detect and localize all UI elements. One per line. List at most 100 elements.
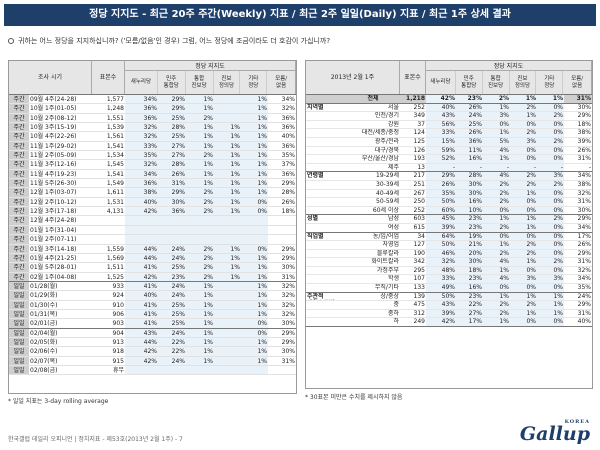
row-saenuri: 15% [426, 137, 456, 146]
row-other: 0% [537, 284, 564, 292]
row-period: 01/29(화) [30, 292, 58, 300]
row-other: - [537, 163, 564, 172]
row-none: 34% [577, 223, 591, 231]
row-other: 0% [537, 241, 564, 249]
row-other: 2% [537, 180, 564, 189]
row-category [307, 275, 347, 283]
row-subgroup: 남성 [387, 215, 399, 223]
row-sample-size: 37 [417, 120, 425, 128]
row-sample-size: 124 [413, 129, 425, 137]
row-tonghap: 1% [186, 123, 214, 132]
row-type: 일일 [9, 309, 29, 319]
row-period: 02/04(월) [30, 329, 58, 337]
row-tonghap: 0% [483, 284, 510, 292]
row-saenuri: 36% [125, 113, 158, 123]
row-tonghap: 1% [186, 319, 214, 328]
row-saenuri: 26% [426, 180, 456, 189]
row-saenuri: 36% [125, 104, 158, 113]
row-minju: 11% [456, 146, 483, 155]
row-tonghap [186, 365, 214, 375]
row-sample-size: 913 [112, 338, 124, 346]
row-none: 17% [577, 232, 591, 240]
row-saenuri: 44% [125, 337, 158, 347]
row-minju: 27% [158, 151, 186, 160]
table-row: 블루칼라 190 46% 20% 2% 2% 0% 29% [306, 249, 592, 259]
row-saenuri: 40% [426, 103, 456, 112]
row-minju: 23% [456, 215, 483, 223]
row-label: 30-39세 [306, 181, 400, 189]
row-sample-size: 1,218 [406, 95, 425, 102]
row-other: 0% [537, 223, 564, 232]
row-tonghap: 1% [186, 281, 214, 291]
table-row: 주간 12월 1주(03-07) 1,611 38% 29% 2% 1% 1% 28% [9, 188, 296, 198]
row-none: 31% [577, 258, 591, 266]
row-category [307, 250, 347, 258]
row-sample-size: 1,545 [106, 161, 124, 169]
row-other: 3% [537, 275, 564, 284]
row-saenuri: 42% [125, 347, 158, 356]
row-tonghap: 1% [186, 95, 214, 104]
row-other: 0% [241, 319, 268, 328]
row-category: 직업별 [307, 232, 324, 240]
row-none: 38% [577, 180, 591, 188]
row-type: 일일 [9, 291, 29, 300]
row-sample-size: 34 [417, 232, 425, 240]
row-other: 0% [537, 249, 564, 258]
row-label: 인천/경기 [306, 112, 400, 120]
row-subgroup: 강원 [387, 120, 399, 128]
row-sample-size: 1,549 [106, 180, 124, 188]
row-category: 성별 [307, 215, 319, 223]
row-jeongui: 1% [510, 223, 537, 232]
row-none: 32% [281, 282, 295, 290]
row-saenuri: 33% [426, 275, 456, 284]
left-table-header: 조사 시기 표본수 정당 지지도 새누리당 민주 통합당 통합 진보당 진보 정의당 기… [9, 61, 296, 95]
row-other: 1% [241, 281, 268, 291]
row-other: 1% [537, 292, 564, 301]
row-tonghap: 1% [483, 155, 510, 163]
row-type: 주간 [9, 244, 29, 253]
row-minju: 24% [158, 244, 186, 253]
row-label: 중하 [306, 310, 400, 318]
row-saenuri: 48% [426, 266, 456, 275]
row-saenuri: 32% [426, 258, 456, 266]
header-party-3: 진보 정의당 [510, 71, 537, 94]
row-tonghap: - [483, 163, 510, 172]
row-subgroup: 자영업 [382, 241, 399, 249]
row-tonghap: 1% [186, 347, 214, 356]
table-row: 60세 이상 252 60% 10% 0% 0% 0% 30% [306, 206, 592, 216]
row-sample-size: 250 [413, 198, 425, 206]
row-jeongui: 1% [214, 132, 241, 141]
row-period: 02/08(금) [30, 366, 58, 374]
row-saenuri [125, 235, 158, 244]
row-label: 하 [306, 318, 400, 326]
table-row: 주간 12월 2주(10-12) 1,531 40% 30% 2% 1% 0% 26% [9, 197, 296, 208]
row-subgroup: 전체 [367, 95, 379, 102]
detail-table: 2013년 2월 1주 표본수 정당 지지도 새누리당 민주 통합당 통합 진보당 진… [305, 60, 593, 389]
row-label: 60세 이상 [306, 207, 400, 215]
table-row: 주간 01월 2주(07-11) [9, 235, 296, 245]
row-other: 2% [537, 137, 564, 146]
row-jeongui: 0% [510, 232, 537, 241]
survey-question: 귀하는 어느 정당을 지지하십니까? ('모름/없음'인 경우) 그럼, 어느 … [8, 36, 330, 46]
row-minju: 23% [456, 223, 483, 232]
row-minju [158, 235, 186, 244]
row-minju: - [456, 163, 483, 172]
table-row: 무직/기타 133 49% 16% 0% 0% 0% 35% [306, 284, 592, 293]
row-tonghap: 1% [483, 103, 510, 112]
row-none: 28% [281, 189, 295, 197]
row-category [307, 95, 347, 103]
row-sample-size: 924 [112, 292, 124, 300]
row-period: 12월 2주(10-12) [30, 198, 77, 206]
row-jeongui: 0% [510, 146, 537, 155]
row-minju: 24% [158, 356, 186, 365]
row-other: 0% [537, 155, 564, 163]
row-category [307, 164, 347, 172]
row-type: 주간 [9, 113, 29, 123]
row-none: 31% [281, 357, 295, 365]
row-sample-size: 1,541 [106, 170, 124, 178]
row-none: 29% [577, 112, 591, 120]
row-subgroup: 중 [393, 301, 399, 309]
row-none: 32% [281, 292, 295, 300]
row-saenuri [125, 225, 158, 235]
